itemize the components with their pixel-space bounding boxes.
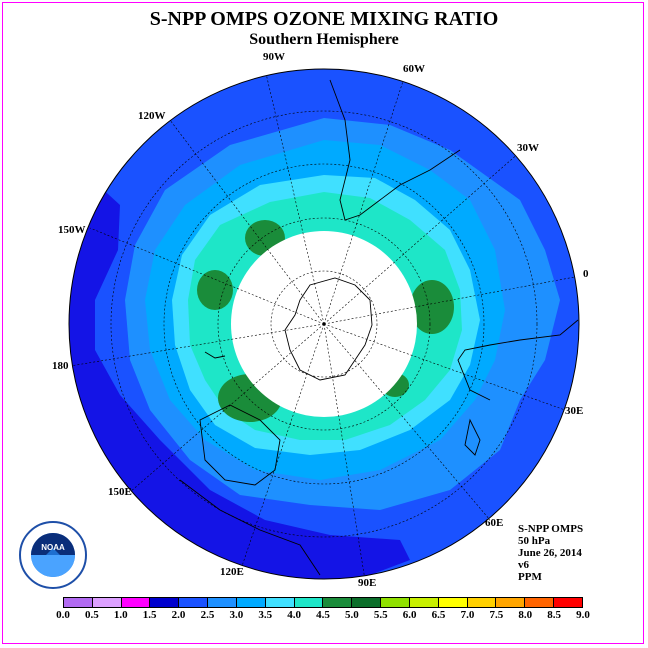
- colorbar-swatch: [121, 598, 151, 607]
- colorbar-tick-label: 1.5: [142, 609, 157, 621]
- colorbar-tick-label: 3.0: [229, 609, 244, 621]
- australia-coast: [199, 404, 281, 486]
- lon-label-150e: 150E: [108, 486, 132, 498]
- info-pressure: 50 hPa: [518, 535, 551, 547]
- lon-label-120w: 120W: [138, 110, 166, 122]
- contour-level-4-5: [197, 270, 233, 310]
- colorbar-tick-label: 2.5: [200, 609, 215, 621]
- lon-label-30e: 30E: [565, 405, 584, 417]
- indonesia-coast: [179, 479, 321, 576]
- colorbar-swatch: [265, 598, 295, 607]
- lon-label-120e: 120E: [220, 566, 244, 578]
- colorbar-tick-label: 5.5: [373, 609, 388, 621]
- colorbar-tick-label: 0.5: [85, 609, 99, 621]
- colorbar-tick-label: 4.5: [316, 609, 330, 621]
- colorbar-swatch: [409, 598, 439, 607]
- colorbar-swatch: [179, 598, 209, 607]
- info-version: v6: [518, 559, 529, 571]
- colorbar-swatch: [236, 598, 266, 607]
- lon-label-150w: 150W: [58, 224, 86, 236]
- colorbar-swatch: [467, 598, 497, 607]
- map-subtitle: Southern Hemisphere: [249, 31, 399, 48]
- coastlines: [179, 79, 579, 576]
- lon-label-0: 0: [583, 268, 589, 280]
- lon-label-180: 180: [52, 360, 69, 372]
- logo-text: NOAA: [41, 543, 65, 552]
- noaa-logo: NOAA: [19, 521, 87, 589]
- colorbar-tick-label: 1.0: [113, 609, 128, 621]
- lon-label-90w: 90W: [263, 51, 285, 63]
- colorbar-swatch: [438, 598, 468, 607]
- colorbar-tick-label: 8.0: [518, 609, 533, 621]
- info-units: PPM: [518, 571, 542, 583]
- colorbar: [63, 597, 583, 608]
- colorbar-tick-label: 6.0: [402, 609, 417, 621]
- colorbar-tick-label: 0.0: [56, 609, 70, 621]
- map-title: S-NPP OMPS OZONE MIXING RATIO: [149, 8, 499, 30]
- lon-label-60e: 60E: [485, 517, 504, 529]
- info-instrument: S-NPP OMPS: [518, 523, 584, 535]
- colorbar-swatch: [525, 598, 555, 607]
- south-america-coast: [329, 79, 461, 221]
- contour-level-4-5: [410, 280, 454, 334]
- colorbar-swatch: [323, 598, 353, 607]
- colorbar-swatch: [496, 598, 526, 607]
- madagascar-coast: [464, 418, 481, 456]
- south-pole-marker: [322, 322, 326, 326]
- lon-label-90e: 90E: [358, 577, 377, 589]
- colorbar-tick-label: 9.0: [576, 609, 590, 621]
- contour-level-1-5: [69, 150, 410, 579]
- colorbar-swatch: [150, 598, 180, 607]
- colorbar-ticks: 0.0 0.5 1.0 1.5 2.0 2.5 3.0 3.5 4.0 4.5 5.0 5.5 6.0 6…: [40, 609, 610, 623]
- colorbar-tick-label: 2.0: [171, 609, 186, 621]
- colorbar-tick-label: 4.0: [287, 609, 301, 621]
- map-boundary: [68, 68, 580, 580]
- new-zealand-coast: [204, 351, 226, 359]
- lon-label-30w: 30W: [517, 142, 539, 154]
- antarctica-coast: [284, 277, 373, 381]
- info-block: S-NPP OMPS 50 hPa June 26, 2014 v6 PPM: [518, 523, 583, 583]
- colorbar-swatch: [208, 598, 237, 607]
- colorbar-swatch: [294, 598, 324, 607]
- colorbar-swatch: [554, 598, 582, 607]
- colorbar-tick-label: 6.5: [431, 609, 446, 621]
- colorbar-swatch: [92, 598, 122, 607]
- colorbar-tick-label: 7.5: [489, 609, 504, 621]
- colorbar-tick-label: 8.5: [547, 609, 561, 621]
- graticule: [69, 69, 579, 579]
- colorbar-tick-label: 3.5: [258, 609, 273, 621]
- colorbar-tick-label: 5.0: [345, 609, 359, 621]
- colorbar-swatch: [352, 598, 382, 607]
- africa-coast: [457, 319, 579, 401]
- colorbar-tick-label: 7.0: [460, 609, 475, 621]
- colorbar-swatch: [64, 598, 93, 607]
- info-date: June 26, 2014: [518, 547, 582, 559]
- colorbar-swatch: [381, 598, 410, 607]
- lon-label-60w: 60W: [403, 63, 425, 75]
